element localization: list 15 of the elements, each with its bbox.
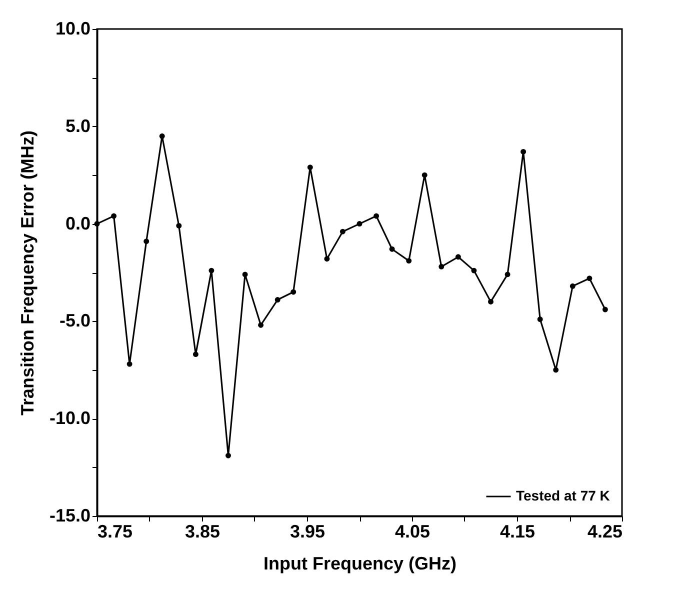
x-tick-label: 3.85 [184,522,220,542]
y-tick-label: 10.0 [55,18,90,38]
legend-label: Tested at 77 K [516,488,610,504]
x-tick-label: 3.75 [98,522,133,542]
y-tick-label: -10.0 [49,408,90,428]
x-tick-label: 4.25 [587,522,622,542]
y-tick-label: 5.0 [65,116,90,136]
y-tick-label: -15.0 [49,506,90,526]
y-axis-title: Transition Frequency Error (MHz) [17,130,38,416]
x-tick-label: 4.15 [500,522,536,542]
x-tick-label: 3.95 [290,522,326,542]
y-tick-label: 0.0 [65,213,90,234]
y-tick-label: -5.0 [59,310,90,331]
x-axis-title: Input Frequency (GHz) [264,554,457,574]
x-tick-label: 4.05 [394,522,430,542]
